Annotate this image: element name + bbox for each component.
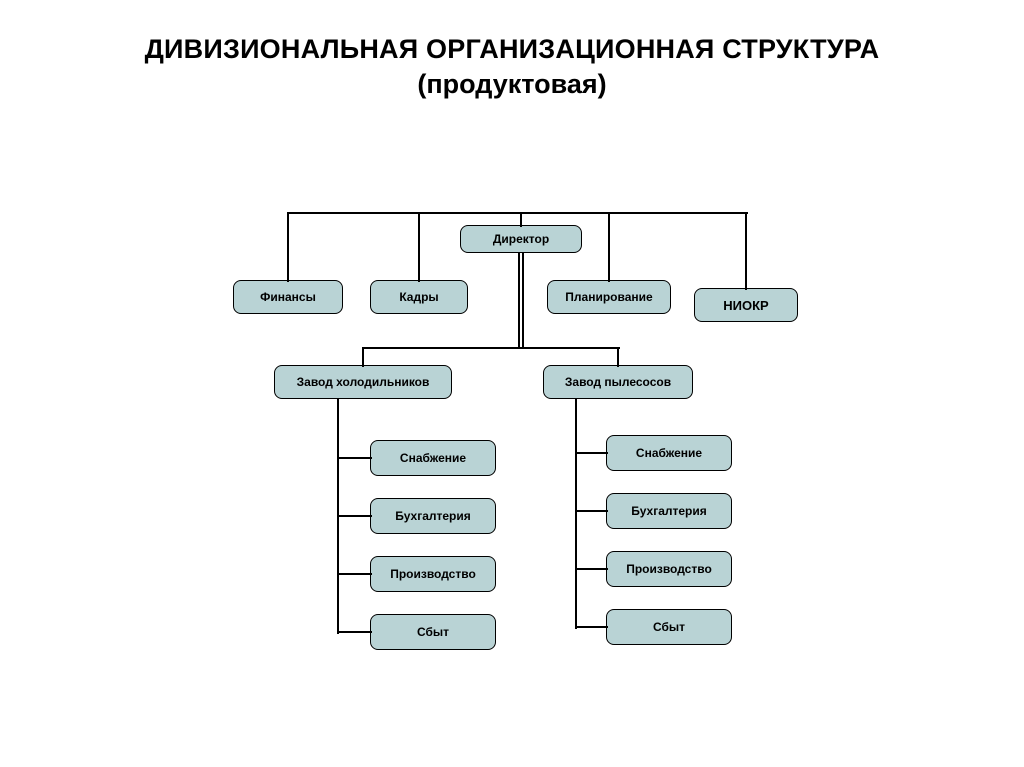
- org-node-rnd: НИОКР: [694, 288, 798, 322]
- org-node-p2_supply: Снабжение: [606, 435, 732, 471]
- org-node-p1_sales: Сбыт: [370, 614, 496, 650]
- org-node-p2_account: Бухгалтерия: [606, 493, 732, 529]
- org-connector: [575, 399, 577, 629]
- org-node-planning: Планирование: [547, 280, 671, 314]
- org-connector: [338, 573, 372, 575]
- org-connector: [576, 510, 608, 512]
- org-node-plant2: Завод пылесосов: [543, 365, 693, 399]
- org-connector: [576, 452, 608, 454]
- org-connector: [288, 212, 748, 214]
- org-connector: [287, 212, 289, 282]
- org-connector: [608, 212, 610, 282]
- org-connector: [363, 347, 620, 349]
- org-node-plant1: Завод холодильников: [274, 365, 452, 399]
- org-node-hr: Кадры: [370, 280, 468, 314]
- org-connector: [418, 212, 420, 282]
- org-node-p2_sales: Сбыт: [606, 609, 732, 645]
- org-connector: [338, 457, 372, 459]
- org-connector: [518, 253, 520, 349]
- org-connector: [338, 515, 372, 517]
- org-node-p2_prod: Производство: [606, 551, 732, 587]
- org-connector: [576, 626, 608, 628]
- org-node-p1_account: Бухгалтерия: [370, 498, 496, 534]
- org-connector: [745, 212, 747, 290]
- org-connector: [338, 631, 372, 633]
- org-connector: [576, 568, 608, 570]
- org-connector: [617, 347, 619, 367]
- org-node-director: Директор: [460, 225, 582, 253]
- org-node-p1_supply: Снабжение: [370, 440, 496, 476]
- org-chart-canvas: Директор Финансы Кадры Планирование НИОКР Зав…: [0, 0, 1024, 767]
- org-node-finance: Финансы: [233, 280, 343, 314]
- org-connector: [362, 347, 364, 367]
- org-node-p1_prod: Производство: [370, 556, 496, 592]
- org-connector: [520, 212, 522, 227]
- org-connector: [522, 253, 524, 349]
